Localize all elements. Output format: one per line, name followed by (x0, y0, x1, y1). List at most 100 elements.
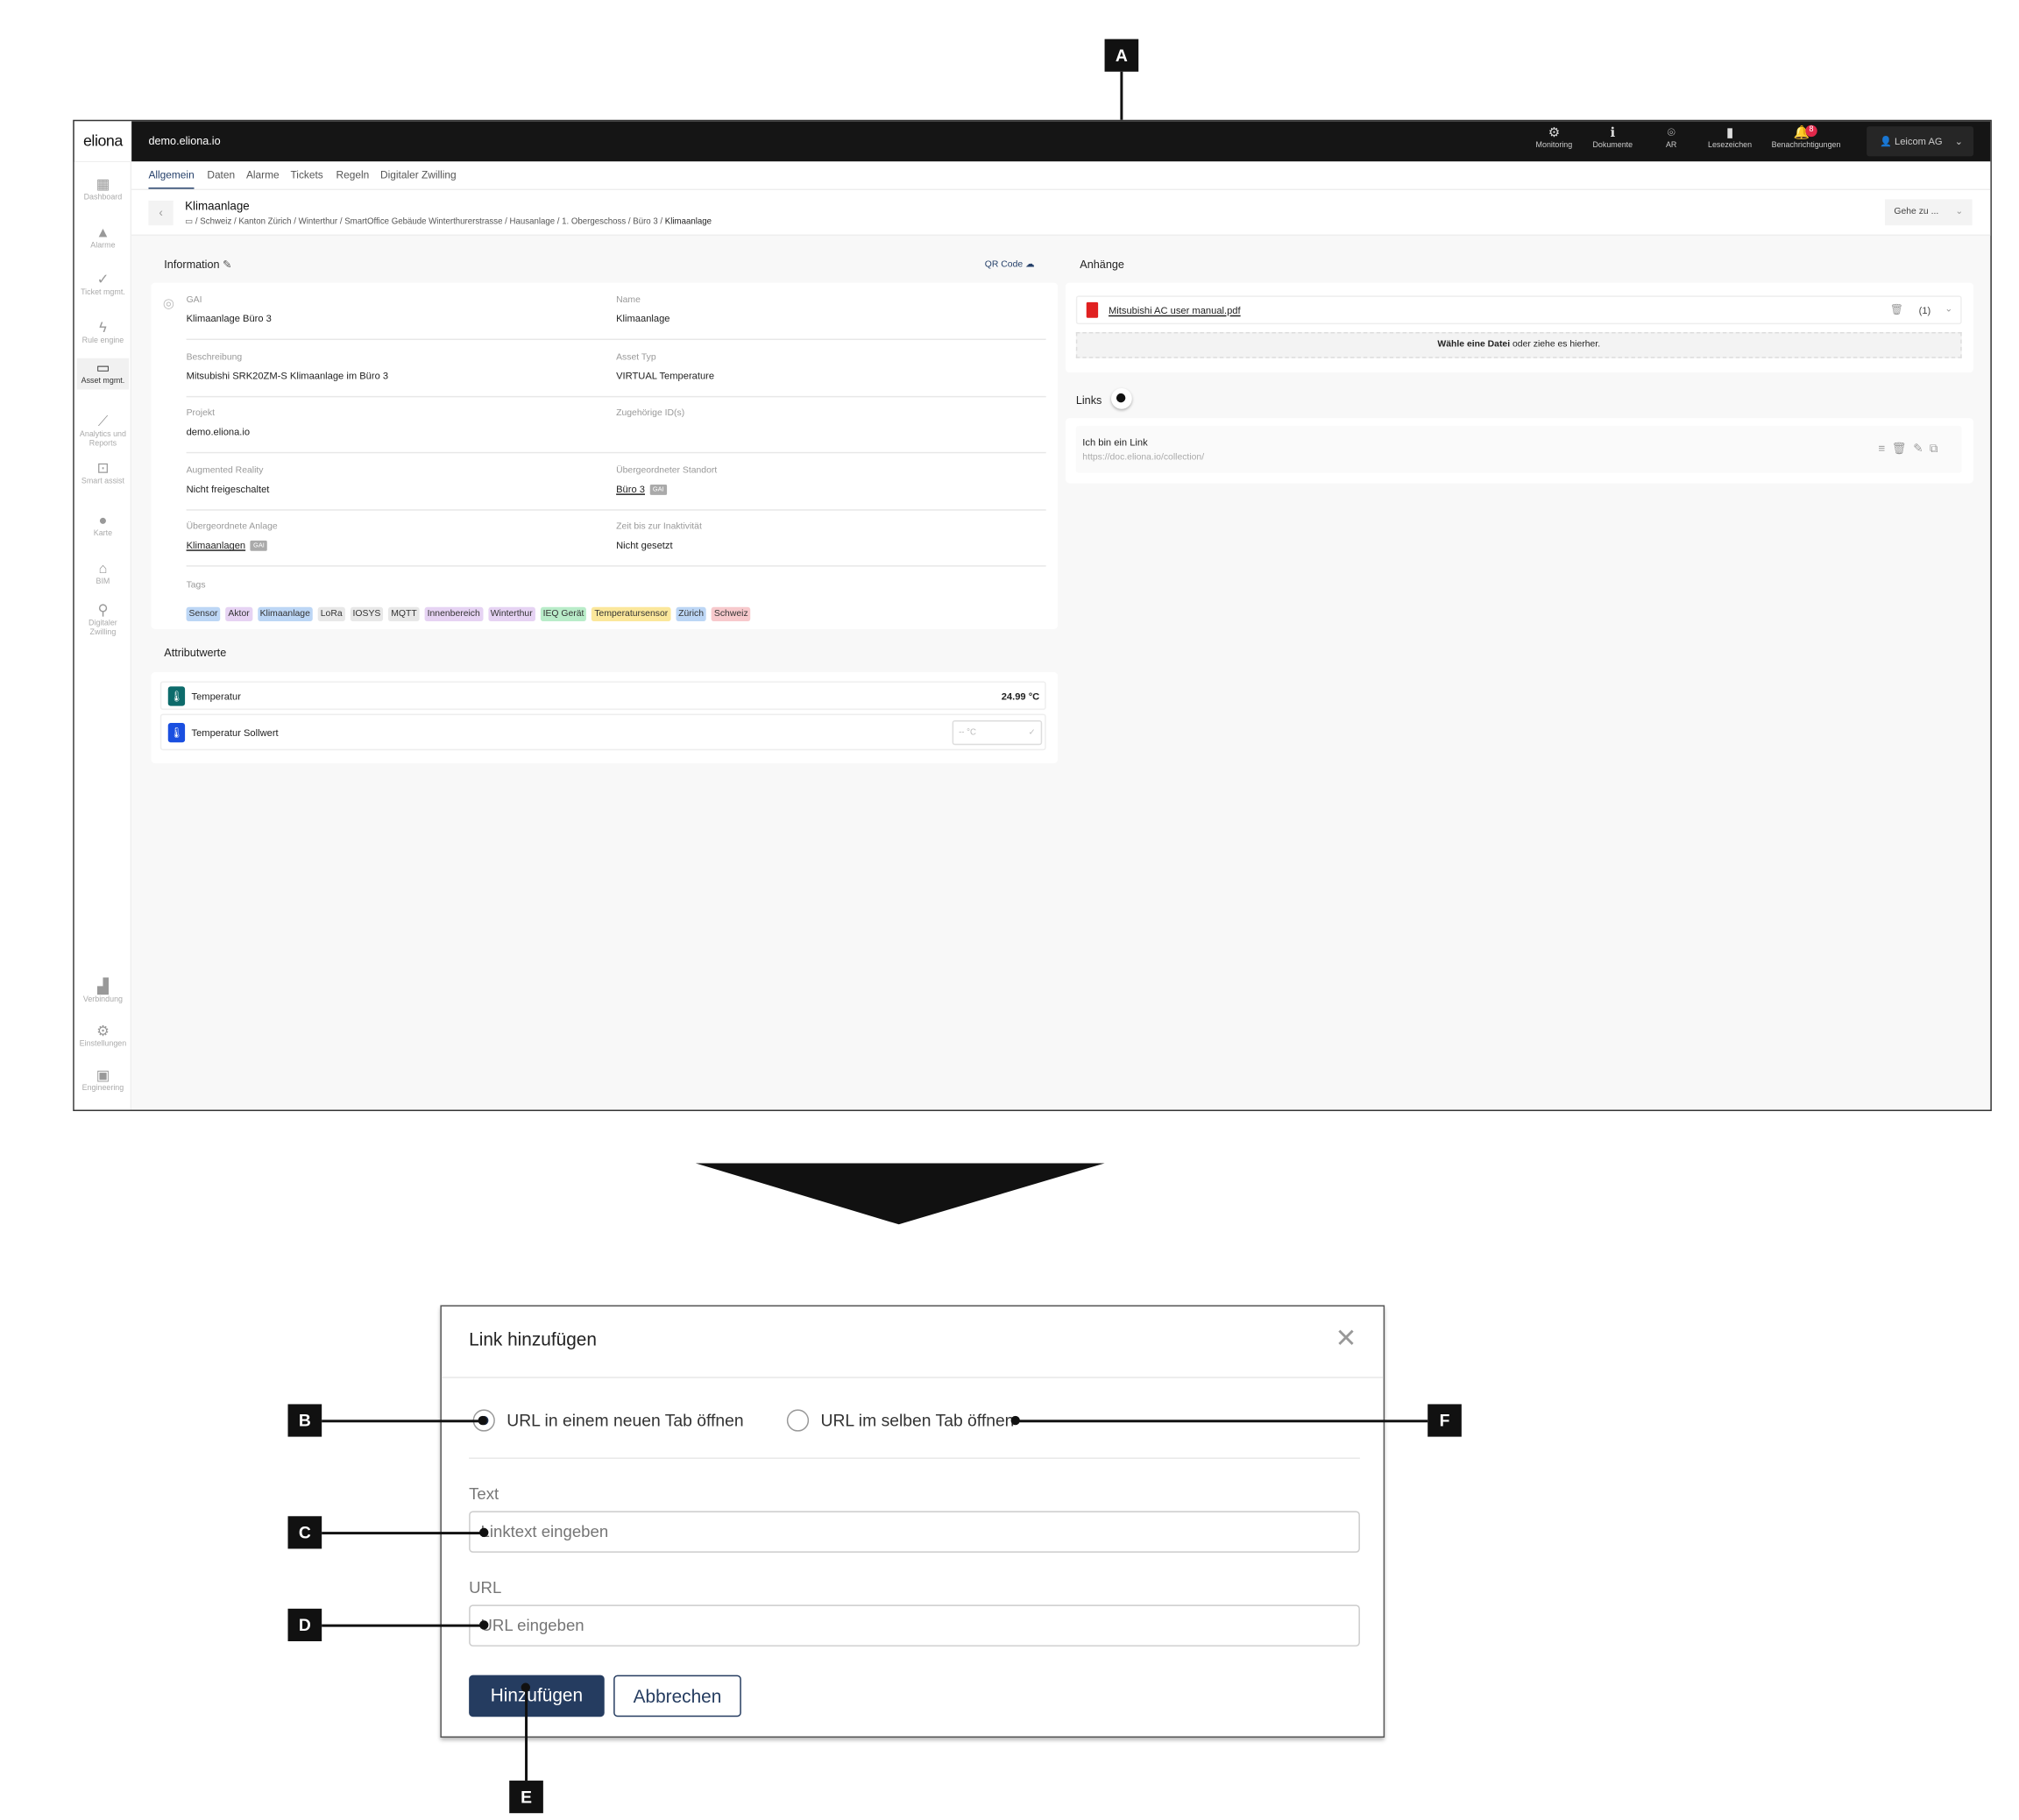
cancel-button[interactable]: Abbrechen (613, 1675, 741, 1717)
tab-allgemein[interactable]: Allgemein (148, 169, 195, 189)
tag-chip[interactable]: LoRa (317, 606, 345, 622)
sidebar-label: Engineering (81, 1085, 124, 1094)
tag-chip[interactable]: MQTT (388, 606, 420, 622)
tag-chip[interactable]: Schweiz (711, 606, 751, 622)
link-text-input[interactable] (469, 1511, 1360, 1553)
sidebar-item-digitaler-zwilling[interactable]: ⚲ Digitaler Zwilling (77, 600, 129, 641)
field-value[interactable]: Büro 3 GAI (616, 483, 667, 495)
breadcrumb-item[interactable]: Schweiz (200, 217, 232, 227)
tag-chip[interactable]: IOSYS (350, 606, 384, 622)
divider (186, 452, 1046, 454)
attachment-row: Mitsubishi AC user manual.pdf 🗑 (1) ⌄ (1075, 295, 1962, 325)
open-external-icon[interactable]: ⧉ (1929, 441, 1945, 455)
sidebar-item-verbindung[interactable]: ▟ Verbindung (77, 980, 129, 1006)
sidebar-label: Alarme (90, 242, 116, 251)
tag-chip[interactable]: Sensor (186, 606, 221, 622)
field-value: Klimaanlage (616, 313, 669, 324)
topbar-lesezeichen[interactable]: ▮ Lesezeichen (1700, 126, 1760, 150)
field-value[interactable]: Klimaanlagen GAI (186, 539, 267, 552)
field-value-text[interactable]: Büro 3 (616, 483, 645, 495)
tab-alarme[interactable]: Alarme (245, 169, 280, 181)
sidebar-item-rule-engine[interactable]: ϟ Rule engine (77, 318, 129, 350)
attachments-card: Mitsubishi AC user manual.pdf 🗑 (1) ⌄ Wä… (1065, 282, 1974, 373)
breadcrumb-item[interactable]: Kanton Zürich (238, 217, 292, 227)
link-actions: ≡🗑✎⧉ (1879, 442, 1945, 456)
sidebar-item-analytics-und-reports[interactable]: ⟋ Analytics und Reports (77, 412, 129, 452)
radio-new-tab-label[interactable]: URL in einem neuen Tab öffnen (507, 1410, 744, 1431)
gai-badge: GAI (649, 484, 667, 495)
sidebar-label: Rule engine (81, 337, 124, 345)
sidebar-label: BIM (96, 578, 110, 586)
sidebar-item-bim[interactable]: ⌂ BIM (77, 559, 129, 591)
add-button[interactable]: Hinzufügen (469, 1675, 605, 1717)
edit-icon[interactable]: ✎ (223, 258, 232, 272)
field-value: Nicht freigeschaltet (187, 483, 270, 494)
topbar-monitoring[interactable]: ⚙ Monitoring (1524, 126, 1583, 150)
breadcrumb-item[interactable]: Winterthur (298, 217, 338, 227)
annotation-dot (1116, 393, 1126, 403)
annotation-e: E (509, 1781, 543, 1814)
attribute-label: Temperatur (191, 690, 241, 703)
tag-chip[interactable]: Temperatursensor (592, 606, 671, 622)
check-icon[interactable]: ✓ (1028, 727, 1036, 738)
sidebar-item-karte[interactable]: ● Karte (77, 511, 129, 542)
tag-chip[interactable]: Innenbereich (424, 606, 483, 622)
user-name: Leicom AG (1895, 135, 1943, 147)
qr-code-button[interactable]: QR Code ☁ (985, 259, 1035, 269)
breadcrumb-item[interactable]: SmartOffice Gebäude Winterthurerstrasse (344, 217, 503, 227)
attachment-link[interactable]: Mitsubishi AC user manual.pdf (1109, 304, 1241, 317)
field-value: VIRTUAL Temperature (616, 370, 714, 381)
back-button[interactable]: ‹ (148, 200, 174, 226)
field-value-text[interactable]: Klimaanlagen (186, 539, 246, 552)
choose-file-link[interactable]: Wähle eine Datei (1437, 339, 1511, 350)
sidebar-item-engineering[interactable]: ▣ Engineering (77, 1068, 129, 1094)
breadcrumb-item[interactable]: Büro 3 (633, 217, 658, 227)
pdf-icon (1086, 301, 1099, 318)
tag-chip[interactable]: Winterthur (487, 606, 535, 622)
sidebar-item-dashboard[interactable]: ▦ Dashboard (77, 174, 129, 206)
dialog-title: Link hinzufügen (469, 1328, 597, 1350)
logo[interactable]: eliona (74, 121, 132, 162)
user-menu[interactable]: 👤 Leicom AG ⌄ (1867, 126, 1974, 157)
drag-handle-icon[interactable]: ≡ (1878, 441, 1892, 455)
chevron-down-icon: ⌄ (1954, 135, 1964, 147)
tab-daten[interactable]: Daten (207, 169, 236, 181)
sidebar-item-ticket-mgmt-[interactable]: ✓ Ticket mgmt. (77, 270, 129, 301)
goto-dropdown[interactable]: Gehe zu ... ⌄ (1884, 199, 1973, 226)
tag-chip[interactable]: Klimaanlage (257, 606, 313, 622)
topbar-ar[interactable]: ⌾ AR (1641, 126, 1701, 150)
sidebar-item-asset-mgmt-[interactable]: ▭ Asset mgmt. (76, 358, 130, 390)
sidebar-item-einstellungen[interactable]: ⚙ Einstellungen (77, 1023, 129, 1050)
file-dropzone[interactable]: Wähle eine Datei oder ziehe es hierher. (1075, 332, 1962, 358)
link-item[interactable]: Ich bin ein Link https://doc.eliona.io/c… (1075, 426, 1962, 473)
tag-chip[interactable]: Zürich (676, 606, 706, 622)
topbar-benachrichtigungen[interactable]: 🔔 Benachrichtigungen 8 (1772, 124, 1840, 150)
trash-icon[interactable]: 🗑 (1891, 441, 1914, 455)
tab-tickets[interactable]: Tickets (290, 169, 323, 181)
tag-chip[interactable]: IEQ Gerät (540, 606, 587, 622)
breadcrumb-item[interactable]: Hausanlage (509, 217, 556, 227)
information-heading: Information ✎ (164, 258, 231, 272)
tab-digitaler-zwilling[interactable]: Digitaler Zwilling (380, 169, 457, 181)
tab-regeln[interactable]: Regeln (336, 169, 370, 181)
bim-icon: ⌂ (98, 561, 108, 577)
tag-chip[interactable]: Aktor (225, 606, 252, 622)
annotation-dot (478, 1415, 487, 1426)
sidebar-label: Digitaler Zwilling (89, 620, 117, 637)
link-text[interactable]: Ich bin ein Link (1082, 436, 1148, 449)
radio-same-tab[interactable] (786, 1409, 810, 1432)
close-icon[interactable]: ✕ (1335, 1324, 1357, 1354)
breadcrumb-item[interactable]: 1. Obergeschoss (562, 217, 627, 227)
radio-same-tab-label[interactable]: URL im selben Tab öffnen (820, 1410, 1015, 1431)
topbar-dokumente[interactable]: ℹ Dokumente (1583, 126, 1642, 150)
setpoint-input[interactable]: -- °C ✓ (952, 720, 1043, 746)
attribute-row: 🌡 Temperatur Sollwert -- °C ✓ (159, 713, 1046, 751)
url-input[interactable] (469, 1604, 1360, 1646)
chevron-down-icon[interactable]: ⌄ (1945, 304, 1953, 315)
edit-icon[interactable]: ✎ (1913, 441, 1930, 455)
goto-label: Gehe zu ... (1894, 207, 1939, 216)
sidebar-item-smart-assist[interactable]: ⊡ Smart assist (77, 458, 129, 490)
annotation-d: D (287, 1608, 322, 1641)
sidebar-item-alarme[interactable]: ▲ Alarme (77, 223, 129, 254)
trash-icon[interactable]: 🗑 (1889, 303, 1904, 315)
